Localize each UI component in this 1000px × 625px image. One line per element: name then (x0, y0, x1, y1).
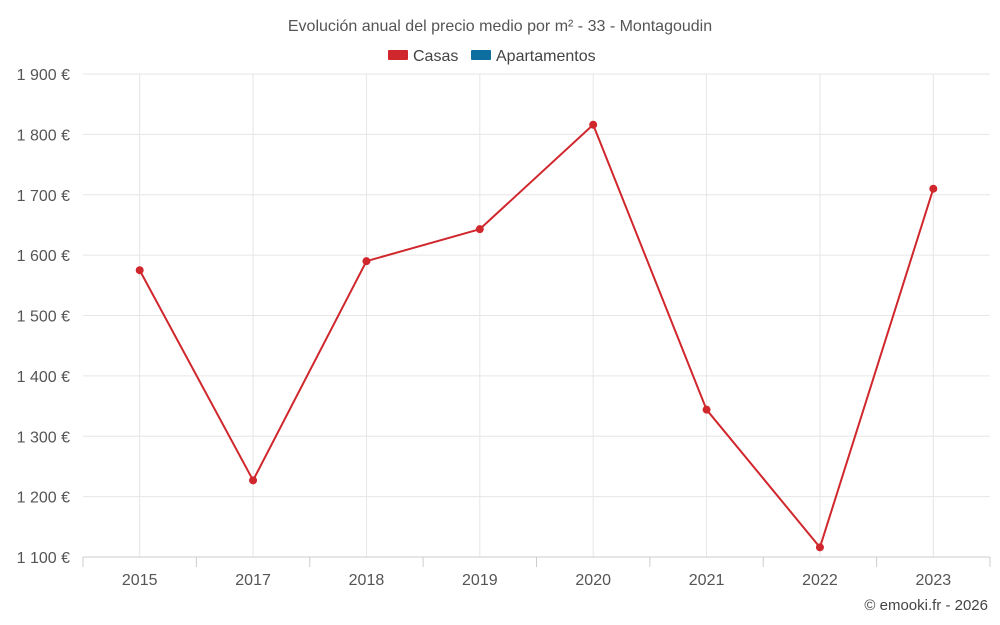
x-axis: 2015 2017 2018 2019 2020 2021 2022 2023 (82, 556, 991, 589)
x-tick-label: 2022 (802, 572, 838, 589)
chart-title: Evolución anual del precio medio por m² … (288, 18, 712, 35)
data-point-casas-2021[interactable] (702, 405, 711, 414)
grid-lines (83, 73, 990, 557)
credit-text: © emooki.fr - 2026 (864, 597, 988, 614)
series-casas (135, 120, 938, 552)
data-point-casas-2018[interactable] (362, 257, 371, 266)
y-tick-label: 1 900 € (17, 67, 70, 84)
data-point-casas-2015[interactable] (135, 266, 144, 275)
x-tick-label: 2017 (235, 572, 271, 589)
y-tick-label: 1 500 € (17, 309, 70, 326)
data-point-casas-2017[interactable] (249, 476, 258, 485)
y-tick-label: 1 200 € (17, 490, 70, 507)
legend-label-casas[interactable]: Casas (413, 48, 458, 65)
data-point-casas-2023[interactable] (929, 184, 938, 193)
y-tick-label: 1 100 € (17, 550, 70, 567)
data-point-casas-2020[interactable] (589, 120, 598, 129)
y-tick-label: 1 700 € (17, 188, 70, 205)
x-tick-label: 2015 (122, 572, 158, 589)
x-tick-label: 2019 (462, 572, 498, 589)
legend-label-apartamentos[interactable]: Apartamentos (496, 48, 596, 65)
series-line-casas (138, 123, 935, 549)
legend-swatch-casas[interactable] (388, 50, 408, 60)
y-axis: 1 100 € 1 200 € 1 300 € 1 400 € 1 500 € 1 600… (17, 67, 70, 567)
data-point-casas-2019[interactable] (475, 225, 484, 234)
x-tick-label: 2023 (916, 572, 952, 589)
x-tick-label: 2021 (689, 572, 725, 589)
x-tick-label: 2018 (349, 572, 385, 589)
data-point-casas-2022[interactable] (815, 543, 824, 552)
y-tick-label: 1 800 € (17, 127, 70, 144)
y-tick-label: 1 300 € (17, 429, 70, 446)
y-tick-label: 1 400 € (17, 369, 70, 386)
legend: Casas Apartamentos (388, 48, 596, 65)
x-tick-label: 2020 (575, 572, 611, 589)
legend-swatch-apartamentos[interactable] (471, 50, 491, 60)
y-tick-label: 1 600 € (17, 248, 70, 265)
